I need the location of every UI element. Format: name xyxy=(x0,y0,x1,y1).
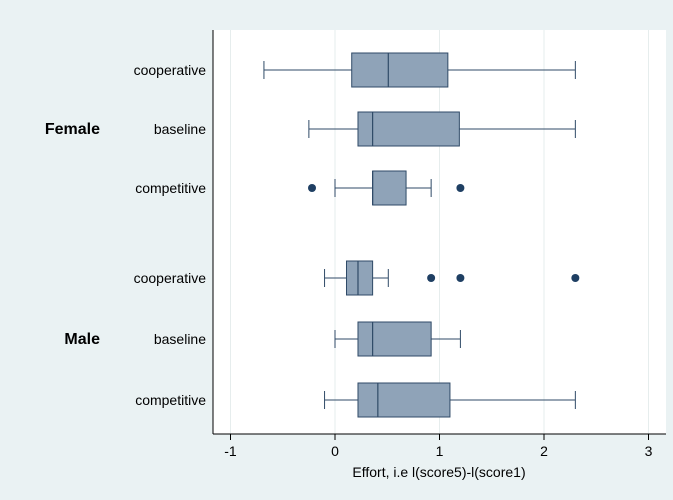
iqr-box xyxy=(357,382,451,418)
x-axis-title: Effort, i.e l(score5)-l(score1) xyxy=(352,464,525,480)
outlier-point xyxy=(308,184,317,192)
iqr-box xyxy=(357,321,432,357)
grid-lines xyxy=(230,30,649,434)
category-label: cooperative xyxy=(134,270,207,286)
x-tick-label: -1 xyxy=(224,443,237,459)
box-plot xyxy=(263,52,576,88)
outlier-point xyxy=(427,274,436,282)
outlier-point xyxy=(456,184,465,192)
box-plot xyxy=(308,170,465,206)
box-plot xyxy=(334,321,461,357)
iqr-box xyxy=(351,52,449,88)
iqr-box xyxy=(372,170,407,206)
outlier-point xyxy=(456,274,465,282)
group-label: Female xyxy=(45,121,100,138)
box-plot xyxy=(308,111,576,147)
boxes xyxy=(263,52,580,418)
category-label: competitive xyxy=(135,392,206,408)
iqr-box xyxy=(345,260,374,296)
box-plot xyxy=(324,382,576,418)
category-label: competitive xyxy=(135,180,206,196)
x-tick-label: 3 xyxy=(645,443,653,459)
category-label: baseline xyxy=(154,121,206,137)
category-label: baseline xyxy=(154,331,206,347)
outlier-point xyxy=(571,274,580,282)
group-label: Male xyxy=(64,331,100,348)
box-plot xyxy=(324,260,580,296)
x-tick-label: 1 xyxy=(436,443,444,459)
category-labels: Female cooperative baseline competitive Male… xyxy=(45,62,206,408)
iqr-box xyxy=(357,111,460,147)
x-ticks: -1 0 1 2 3 xyxy=(224,434,653,459)
category-label: cooperative xyxy=(134,62,207,78)
x-tick-label: 2 xyxy=(540,443,548,459)
x-tick-label: 0 xyxy=(331,443,339,459)
